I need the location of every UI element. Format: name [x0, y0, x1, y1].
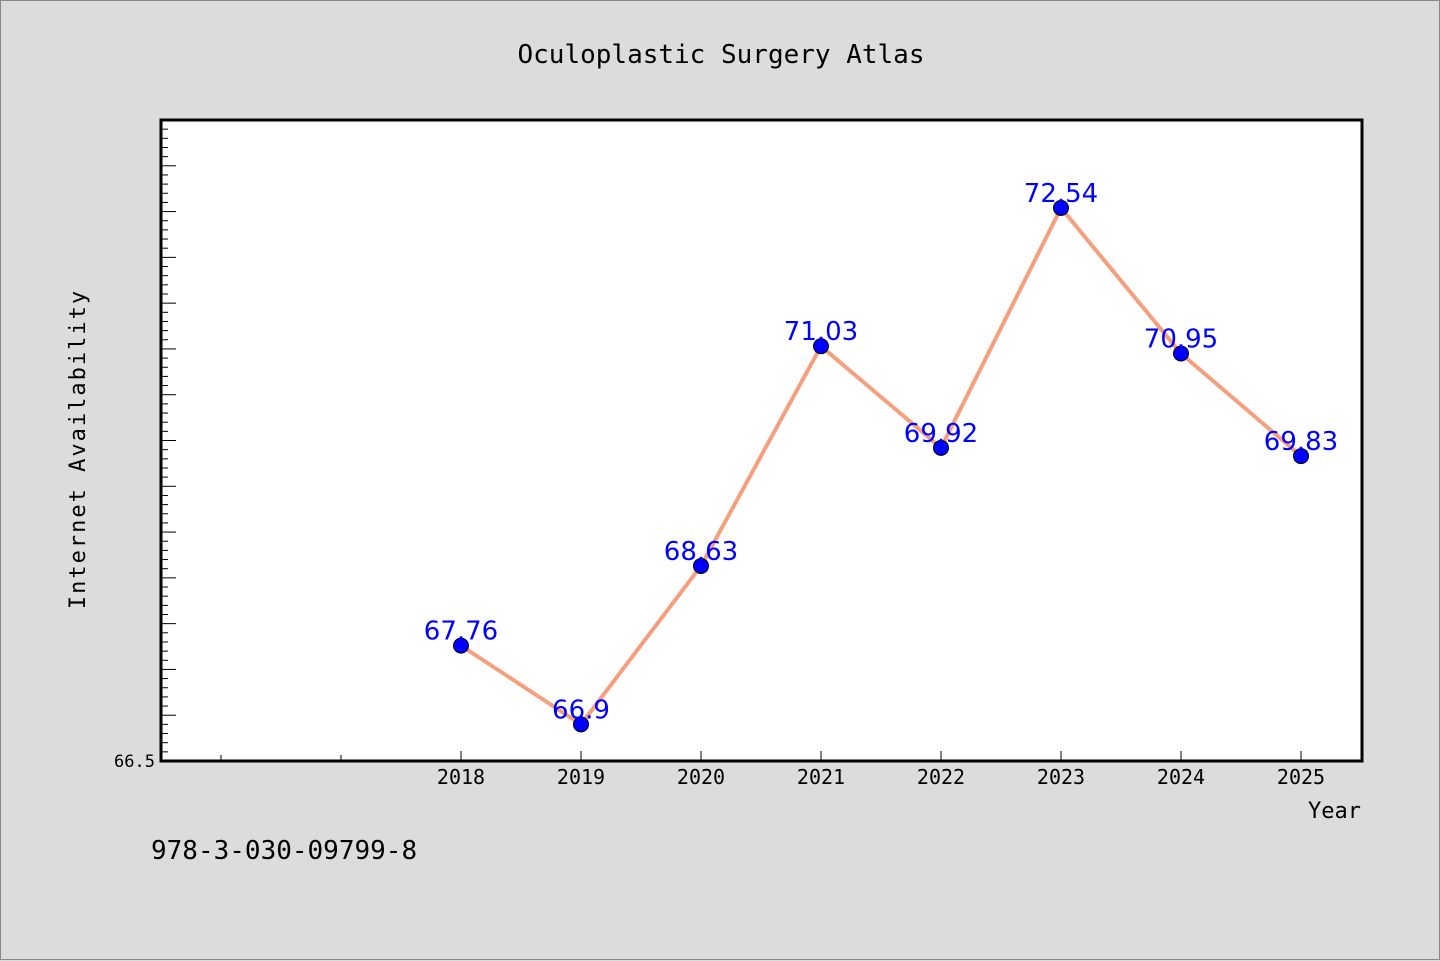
- x-tick-label: 2021: [797, 765, 845, 789]
- data-label: 68.63: [664, 537, 738, 567]
- x-tick-label: 2024: [1157, 765, 1205, 789]
- series-layer: 67.76 66.9 68.63 71.03 69.92 72.54 70.95 69.83: [424, 179, 1338, 733]
- data-point: [693, 557, 709, 574]
- y-axis-label: Internet Availability: [66, 289, 91, 609]
- x-axis-ticks: 2018 2019 2020 2021 2022 2023 2024 2025: [220, 751, 1325, 789]
- data-point: [933, 439, 949, 456]
- x-tick-label: 2018: [437, 765, 485, 789]
- y-axis-ticks: 66.5: [114, 119, 176, 772]
- x-tick-label: 2019: [557, 765, 605, 789]
- data-point: [1173, 345, 1189, 362]
- x-axis-label: Year: [1308, 799, 1361, 824]
- isbn-text: 978-3-030-09799-8: [151, 836, 418, 866]
- data-label: 69.92: [904, 419, 978, 449]
- x-tick-label: 2023: [1037, 765, 1085, 789]
- x-tick-label: 2020: [677, 765, 725, 789]
- data-point: [1293, 448, 1309, 465]
- data-label: 71.03: [784, 317, 858, 347]
- plot-area: [159, 118, 1364, 763]
- data-label: 72.54: [1024, 179, 1098, 209]
- series-line: [459, 205, 1303, 727]
- data-point: [813, 338, 829, 355]
- data-label: 67.76: [424, 617, 498, 647]
- y-tick-label: 66.5: [114, 752, 155, 772]
- chart-title: Oculoplastic Surgery Atlas: [518, 40, 925, 70]
- data-point: [1053, 199, 1069, 216]
- x-tick-label: 2022: [917, 765, 965, 789]
- data-label: 70.95: [1144, 325, 1218, 355]
- data-point: [453, 637, 469, 654]
- x-tick-label: 2025: [1277, 765, 1325, 789]
- data-label: 69.83: [1264, 427, 1338, 457]
- data-point: [573, 716, 589, 733]
- data-label: 66.9: [552, 695, 610, 725]
